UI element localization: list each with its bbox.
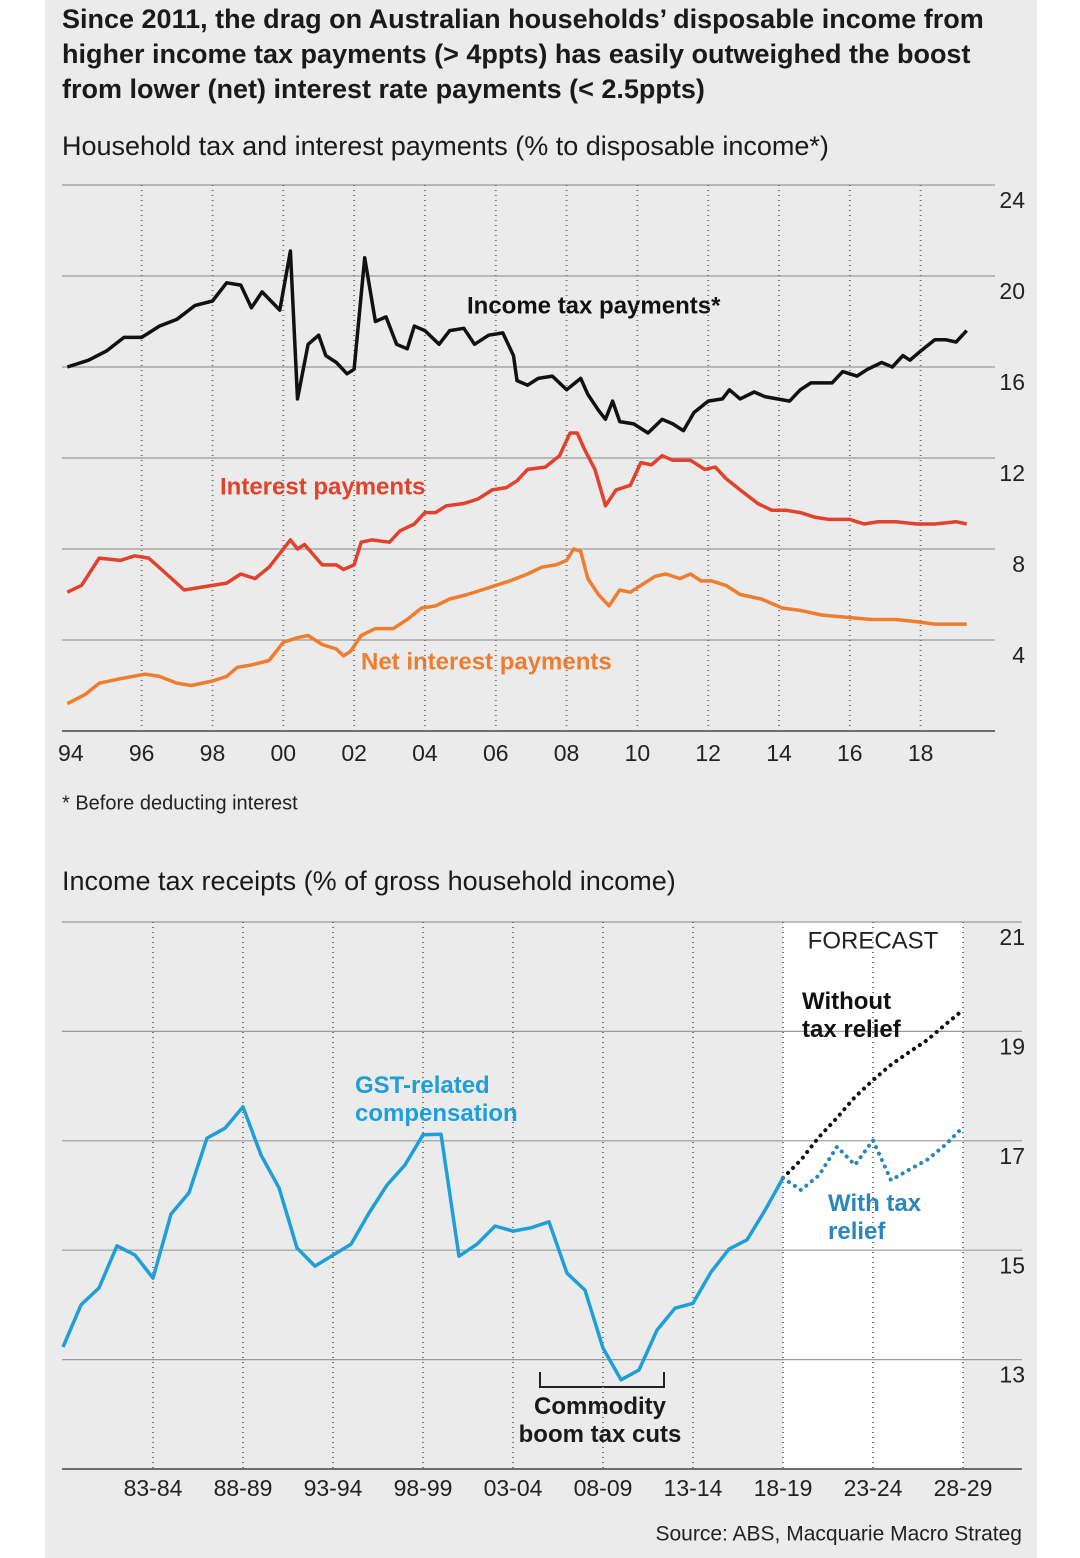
y-tick-label: 13 bbox=[999, 1362, 1025, 1388]
x-tick-label: 98 bbox=[200, 740, 226, 766]
x-tick-label: 28-29 bbox=[934, 1475, 993, 1501]
y-tick-label: 20 bbox=[999, 278, 1025, 304]
x-tick-label: 98-99 bbox=[394, 1475, 453, 1501]
chart-title: Household tax and interest payments (% t… bbox=[62, 131, 829, 161]
series-line bbox=[781, 1125, 965, 1192]
y-tick-label: 16 bbox=[999, 369, 1025, 395]
y-tick-label: 15 bbox=[999, 1252, 1025, 1278]
series-label: Without tax relief bbox=[802, 988, 901, 1043]
x-tick-label: 83-84 bbox=[124, 1475, 183, 1501]
series-line bbox=[66, 547, 967, 706]
y-tick-label: 8 bbox=[1012, 551, 1025, 577]
x-tick-label: 02 bbox=[341, 740, 367, 766]
y-tick-label: 24 bbox=[999, 187, 1025, 213]
x-tick-label: 04 bbox=[412, 740, 438, 766]
y-tick-label: 17 bbox=[999, 1143, 1025, 1169]
x-tick-label: 16 bbox=[837, 740, 863, 766]
x-tick-label: 03-04 bbox=[484, 1475, 543, 1501]
x-tick-label: 08-09 bbox=[574, 1475, 633, 1501]
series-line bbox=[781, 1008, 965, 1180]
source: Source: ABS, Macquarie Macro Strateg bbox=[655, 1523, 1022, 1546]
y-tick-label: 4 bbox=[1012, 642, 1025, 668]
x-tick-label: 94 bbox=[58, 740, 84, 766]
annotation: Commodity boom tax cuts bbox=[518, 1393, 682, 1448]
footnote: * Before deducting interest bbox=[62, 792, 298, 814]
headline: Since 2011, the drag on Australian house… bbox=[62, 4, 984, 104]
y-tick-label: 19 bbox=[999, 1033, 1025, 1059]
x-tick-label: 06 bbox=[483, 740, 509, 766]
x-tick-label: 10 bbox=[625, 740, 651, 766]
x-tick-label: 13-14 bbox=[664, 1475, 723, 1501]
x-tick-label: 12 bbox=[695, 740, 721, 766]
x-tick-label: 93-94 bbox=[304, 1475, 363, 1501]
y-tick-label: 12 bbox=[999, 460, 1025, 486]
x-tick-label: 00 bbox=[271, 740, 297, 766]
series-line bbox=[61, 1105, 785, 1382]
series-label: With tax relief bbox=[828, 1190, 922, 1245]
series-line bbox=[66, 431, 968, 594]
x-tick-label: 18-19 bbox=[754, 1475, 813, 1501]
series-line bbox=[66, 249, 968, 435]
series-label: Interest payments bbox=[220, 473, 425, 500]
annotation: GST-related compensation bbox=[355, 1072, 518, 1127]
bracket bbox=[539, 1372, 665, 1388]
chart-title: Income tax receipts (% of gross househol… bbox=[62, 866, 676, 896]
x-tick-label: 88-89 bbox=[214, 1475, 273, 1501]
x-tick-label: 08 bbox=[554, 740, 580, 766]
series-label: Net interest payments bbox=[361, 648, 612, 675]
x-tick-label: 96 bbox=[129, 740, 155, 766]
x-tick-label: 14 bbox=[766, 740, 792, 766]
forecast-label: FORECAST bbox=[808, 927, 939, 954]
series-label: Income tax payments* bbox=[467, 292, 721, 319]
y-tick-label: 21 bbox=[999, 924, 1025, 950]
x-tick-label: 18 bbox=[908, 740, 934, 766]
x-tick-label: 23-24 bbox=[844, 1475, 903, 1501]
